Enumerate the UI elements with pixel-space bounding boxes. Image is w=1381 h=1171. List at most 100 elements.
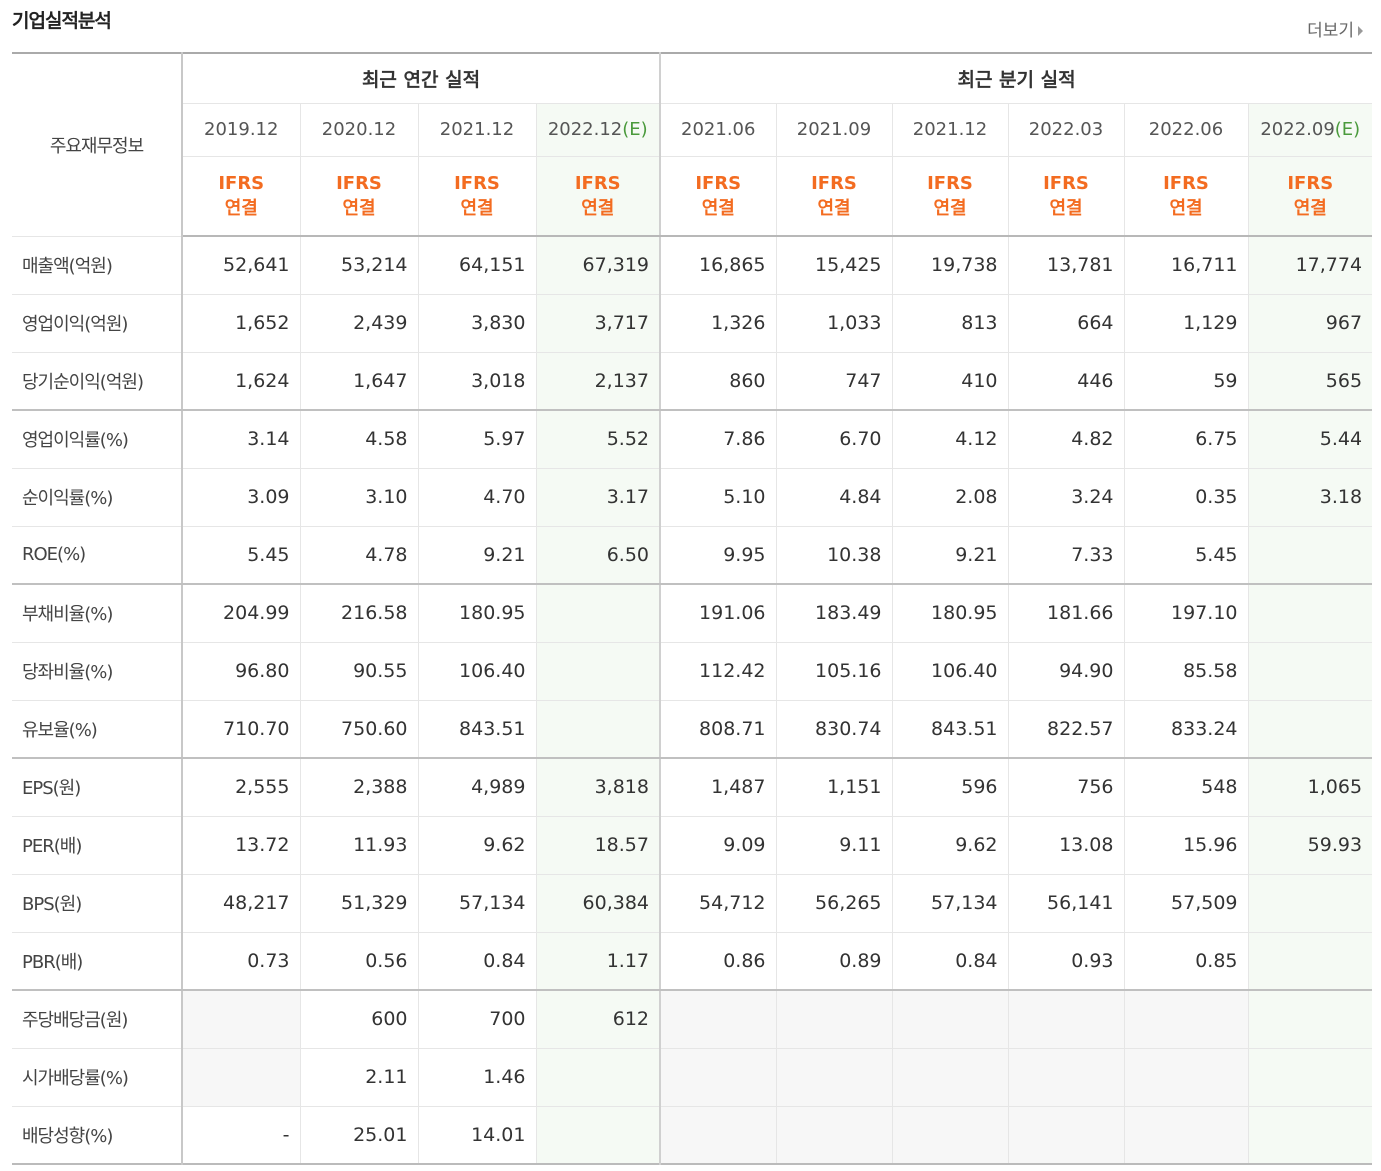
value-cell: 57,134 <box>891 874 1008 933</box>
value-cell: 10.38 <box>775 526 892 585</box>
period: 2021.12 <box>439 119 515 140</box>
data-row: 부채비율(%) 204.99 216.58 180.95 191.06 183.49 180… <box>12 584 1373 643</box>
value-cell: 843.51 <box>891 700 1008 759</box>
value-cell: 4.12 <box>891 410 1008 469</box>
value-cell <box>1247 932 1373 991</box>
period: 2022.09 <box>1260 119 1335 140</box>
value-cell: 57,509 <box>1123 874 1248 933</box>
value-cell: 3.17 <box>535 468 660 527</box>
basis-cell: IFRS 연결 <box>891 156 1008 237</box>
value-cell: 1,033 <box>775 294 892 353</box>
value-cell: 11.93 <box>299 816 418 875</box>
basis-cell: IFRS 연결 <box>1247 156 1373 237</box>
basis-label: 연결 <box>817 197 851 219</box>
value-cell <box>659 1048 776 1107</box>
row-label: 매출액(억원) <box>12 236 183 295</box>
value-cell: 13.72 <box>181 816 300 875</box>
value-cell: 52,641 <box>181 236 300 295</box>
value-cell: 1.17 <box>535 932 660 991</box>
value-cell: 216.58 <box>299 584 418 643</box>
value-cell: 2,555 <box>181 758 300 817</box>
row-label: 배당성향(%) <box>12 1106 183 1165</box>
value-cell: 1,652 <box>181 294 300 353</box>
value-cell: 548 <box>1123 758 1248 817</box>
value-cell: 5.45 <box>1123 526 1248 585</box>
value-cell: 833.24 <box>1123 700 1248 759</box>
value-cell: 2,137 <box>535 352 660 411</box>
value-cell <box>1007 990 1124 1049</box>
row-label: 유보율(%) <box>12 700 183 759</box>
basis-label: 연결 <box>701 197 735 219</box>
period: 2021.06 <box>681 119 756 140</box>
row-label: ROE(%) <box>12 526 183 585</box>
period: 2022.12 <box>547 119 623 140</box>
value-cell <box>181 990 300 1049</box>
period: 2021.09 <box>796 119 872 140</box>
value-cell: 9.62 <box>417 816 536 875</box>
value-cell: 7.86 <box>659 410 776 469</box>
value-cell <box>1007 1048 1124 1107</box>
value-cell <box>659 990 776 1049</box>
value-cell: 2.11 <box>299 1048 418 1107</box>
value-cell: 843.51 <box>417 700 536 759</box>
data-row: ROE(%) 5.45 4.78 9.21 6.50 9.95 10.38 9.21 7.33 5… <box>12 526 1373 585</box>
value-cell: 756 <box>1007 758 1124 817</box>
value-cell: 90.55 <box>299 642 418 701</box>
value-cell: 0.73 <box>181 932 300 991</box>
value-cell: 967 <box>1247 294 1373 353</box>
ifrs-label: IFRS <box>1043 172 1089 194</box>
period: 2020.12 <box>321 119 397 140</box>
more-link[interactable]: 더보기 <box>1307 16 1363 41</box>
value-cell: 14.01 <box>417 1106 536 1165</box>
value-cell: 1,151 <box>775 758 892 817</box>
data-row: 영업이익(억원) 1,652 2,439 3,830 3,717 1,326 1,033 81… <box>12 294 1373 353</box>
ifrs-label: IFRS <box>218 172 265 194</box>
basis-cell: IFRS 연결 <box>181 156 300 237</box>
value-cell: 3,717 <box>535 294 660 353</box>
value-cell: 6.70 <box>775 410 892 469</box>
value-cell: 5.10 <box>659 468 776 527</box>
basis-label: 연결 <box>1293 197 1327 219</box>
value-cell <box>891 990 1008 1049</box>
value-cell: 3.14 <box>181 410 300 469</box>
value-cell: 860 <box>659 352 776 411</box>
value-cell: 64,151 <box>417 236 536 295</box>
value-cell: 4,989 <box>417 758 536 817</box>
date-cell: 2021.12 <box>417 103 536 157</box>
value-cell: 612 <box>535 990 660 1049</box>
data-row: BPS(원) 48,217 51,329 57,134 60,384 54,712 56,2… <box>12 874 1373 933</box>
value-cell: 410 <box>891 352 1008 411</box>
value-cell: 181.66 <box>1007 584 1124 643</box>
date-cell: 2021.09 <box>775 103 892 157</box>
basis-label: 연결 <box>581 197 615 219</box>
value-cell: 9.11 <box>775 816 892 875</box>
date-row: 2019.12 2020.12 2021.12 2022.12(E) 2021.06 20… <box>12 103 1373 157</box>
value-cell: 4.84 <box>775 468 892 527</box>
arrow-icon <box>1358 26 1363 36</box>
value-cell: 5.52 <box>535 410 660 469</box>
value-cell: 5.97 <box>417 410 536 469</box>
data-row: 영업이익률(%) 3.14 4.58 5.97 5.52 7.86 6.70 4.12 4.82… <box>12 410 1373 469</box>
data-row: EPS(원) 2,555 2,388 4,989 3,818 1,487 1,151 596 7… <box>12 758 1373 817</box>
ifrs-label: IFRS <box>811 172 857 194</box>
row-label: 영업이익률(%) <box>12 410 183 469</box>
more-text[interactable]: 더보기 <box>1307 21 1354 41</box>
estimate-mark: (E) <box>622 119 648 140</box>
value-cell: 4.58 <box>299 410 418 469</box>
group-header: 최근 연간 실적 <box>181 53 660 104</box>
row-label: BPS(원) <box>12 874 183 933</box>
value-cell: 59 <box>1123 352 1248 411</box>
basis-cell: IFRS 연결 <box>417 156 536 237</box>
value-cell <box>1247 584 1373 643</box>
value-cell: 596 <box>891 758 1008 817</box>
period: 2022.03 <box>1028 119 1104 140</box>
value-cell <box>1123 1106 1248 1165</box>
row-label: 당기순이익(억원) <box>12 352 183 411</box>
basis-label: 연결 <box>342 197 376 219</box>
value-cell: 1,129 <box>1123 294 1248 353</box>
period: 2019.12 <box>204 119 279 140</box>
estimate-mark: (E) <box>1334 119 1361 140</box>
value-cell: 197.10 <box>1123 584 1248 643</box>
value-cell: 9.21 <box>891 526 1008 585</box>
